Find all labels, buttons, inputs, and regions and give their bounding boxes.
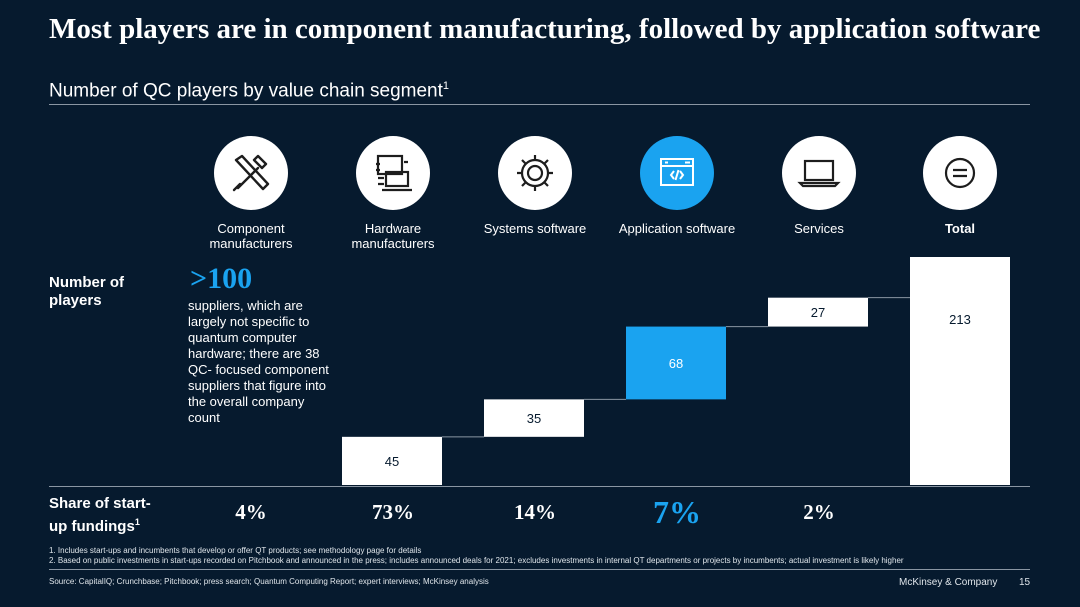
subtitle-footnote-marker: 1 xyxy=(442,80,450,92)
chart-baseline xyxy=(49,486,1030,487)
waterfall-bar-label: 35 xyxy=(527,411,541,426)
page-number: 15 xyxy=(1019,577,1031,588)
share-value: 2% xyxy=(803,500,835,524)
footer-divider xyxy=(49,569,1030,570)
row-label-share-of-fundings: Share of start-up fundings1 xyxy=(49,495,151,536)
laptop-icon xyxy=(782,136,856,210)
share-footnote-marker: 1 xyxy=(134,517,140,527)
waterfall-bar-label: 213 xyxy=(949,312,971,327)
subtitle-text: Number of QC players by value chain segm… xyxy=(49,80,443,102)
waterfall-bar-label: 45 xyxy=(385,454,399,469)
gear-icon xyxy=(498,136,572,210)
waterfall-bar-label: 68 xyxy=(669,356,683,371)
equals-icon xyxy=(923,136,997,210)
segment-label-component: Component manufacturers xyxy=(180,221,322,251)
code-window-icon xyxy=(640,136,714,210)
row-label-number-of-players: Number of players xyxy=(49,274,124,310)
segment-label-systems-software: Systems software xyxy=(464,221,606,236)
segment-label-total: Total xyxy=(889,221,1031,236)
share-value: 14% xyxy=(514,500,556,524)
segment-label-line: Total xyxy=(944,221,976,236)
segment-label-line: Application software xyxy=(618,221,736,236)
row-label-line: Number of xyxy=(49,274,124,291)
row-label-line: players xyxy=(49,292,102,309)
waterfall-bar-label: 27 xyxy=(811,305,825,320)
row-label-text: up fundings xyxy=(49,518,135,535)
source-note: Source: CapitalIQ; Crunchbase; Pitchbook… xyxy=(49,577,489,586)
segment-label-line: manufacturers xyxy=(209,236,293,251)
component-count-callout: >100 xyxy=(190,262,253,295)
segment-label-line: Services xyxy=(794,221,844,236)
brand-name: McKinsey & Company xyxy=(899,577,998,588)
header-divider xyxy=(49,104,1030,105)
segment-label-line: Component xyxy=(217,221,285,236)
tools-icon xyxy=(214,136,288,210)
segment-label-hardware: Hardware manufacturers xyxy=(322,221,464,251)
hardware-icon xyxy=(356,136,430,210)
segment-label-line: Systems software xyxy=(483,221,587,236)
footnote-1: 1. Includes start-ups and incumbents tha… xyxy=(49,546,422,555)
page-subtitle: Number of QC players by value chain segm… xyxy=(49,80,449,102)
waterfall-bar xyxy=(342,436,442,485)
waterfall-bar xyxy=(910,257,1010,485)
waterfall-bar xyxy=(626,326,726,400)
waterfall-bar xyxy=(484,399,584,437)
row-label-line: Share of start- xyxy=(49,495,151,512)
segment-label-line: Hardware xyxy=(364,221,422,236)
footnote-2: 2. Based on public investments in start-… xyxy=(49,556,904,565)
share-value-highlight: 7% xyxy=(653,494,701,530)
segment-label-application-software: Application software xyxy=(606,221,748,236)
segment-label-line: manufacturers xyxy=(351,236,435,251)
row-label-line-2: up fundings1 xyxy=(49,513,151,536)
waterfall-bar xyxy=(768,297,868,327)
share-value: 73% xyxy=(372,500,414,524)
page-title: Most players are in component manufactur… xyxy=(49,13,1041,45)
share-value: 4% xyxy=(235,500,267,524)
component-note: suppliers, which are largely not specifi… xyxy=(188,298,329,425)
segment-label-services: Services xyxy=(748,221,890,236)
